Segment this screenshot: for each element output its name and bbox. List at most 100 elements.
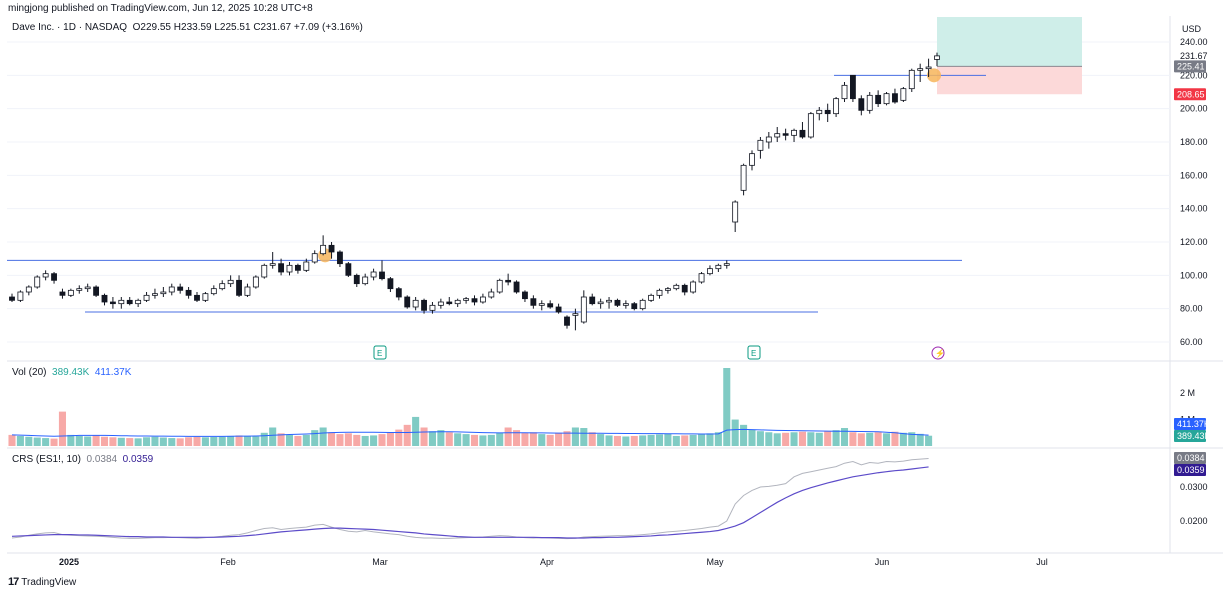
x-axis-label: Apr xyxy=(540,557,554,567)
candle-body-down xyxy=(126,299,133,305)
candle-body-up xyxy=(303,261,310,271)
candle-body-up xyxy=(25,286,32,293)
candle-body-up xyxy=(252,276,259,288)
tradingview-logo[interactable]: 17 TradingView xyxy=(8,576,76,588)
symbol-legend: Dave Inc. · 1D · NASDAQ O229.55 H233.59 … xyxy=(12,22,363,33)
candle xyxy=(152,288,158,299)
change-value: +7.09 (+3.16%) xyxy=(293,22,363,33)
price-tick-label: 140.00 xyxy=(1180,204,1208,214)
volume-bar xyxy=(33,437,41,446)
volume-bar xyxy=(50,438,58,446)
candle xyxy=(328,242,335,259)
volume-bar xyxy=(260,432,268,446)
volume-bar xyxy=(67,434,75,446)
candle xyxy=(757,137,764,159)
candle xyxy=(606,297,612,309)
volume-bar xyxy=(462,434,470,446)
event-marker xyxy=(373,345,387,360)
volume-label[interactable]: Vol (20) xyxy=(12,367,47,378)
candle xyxy=(471,295,478,306)
candle-body-down xyxy=(589,296,596,305)
x-axis-label: May xyxy=(706,557,724,567)
candle xyxy=(690,280,697,294)
candle xyxy=(101,293,108,306)
candle-body-up xyxy=(572,313,579,316)
price-tick-label: 220.00 xyxy=(1180,70,1208,80)
candle xyxy=(622,300,629,309)
volume-bar xyxy=(655,434,664,446)
candle xyxy=(698,272,705,284)
crs-ma-value: 0.0359 xyxy=(122,454,154,465)
candle xyxy=(505,273,512,286)
candle xyxy=(715,263,722,272)
volume-bar xyxy=(100,436,109,446)
volume-bar xyxy=(218,436,226,446)
volume-bar xyxy=(210,437,218,446)
candle xyxy=(437,298,444,309)
volume-bar xyxy=(849,432,857,446)
volume-bar xyxy=(134,438,142,446)
candle xyxy=(782,128,789,141)
candle xyxy=(160,287,167,297)
candle-body-up xyxy=(707,268,713,275)
candle xyxy=(345,262,352,277)
price-tick-label: 200.00 xyxy=(1180,104,1208,114)
candle xyxy=(749,150,755,171)
candle-body-up xyxy=(841,84,848,100)
volume-bar xyxy=(883,433,891,446)
price-tick-label: 180.00 xyxy=(1180,137,1208,147)
publisher-line: mingjong published on TradingView.com, J… xyxy=(8,3,313,14)
candle xyxy=(841,82,848,102)
candle-body-down xyxy=(513,281,520,293)
candle xyxy=(93,285,100,297)
crs-tick-label: 0.0200 xyxy=(1180,516,1208,526)
candle xyxy=(639,298,646,311)
candle xyxy=(774,127,781,142)
volume-bar xyxy=(159,437,167,446)
candle xyxy=(858,95,865,116)
candle xyxy=(807,112,814,139)
candle xyxy=(59,288,66,299)
candle-body-down xyxy=(379,271,385,280)
candle xyxy=(379,260,385,281)
volume-bar xyxy=(857,433,865,446)
volume-bar xyxy=(294,435,302,446)
crs-value: 0.0384 xyxy=(86,454,118,465)
candle-body-up xyxy=(463,298,470,301)
candle xyxy=(530,295,537,309)
crs-label[interactable]: CRS (ES1!, 10) xyxy=(12,454,81,465)
volume-bar xyxy=(243,435,251,446)
volume-bar xyxy=(445,432,453,446)
candle-body-down xyxy=(328,244,335,253)
symbol-name[interactable]: Dave Inc. xyxy=(12,22,55,33)
crs-ma-badge-text: 0.0359 xyxy=(1177,465,1205,475)
volume-bar xyxy=(420,427,428,446)
candle xyxy=(723,260,730,269)
crs-legend: CRS (ES1!, 10) 0.0384 0.0359 xyxy=(12,454,153,465)
price-tick-label: 80.00 xyxy=(1180,304,1203,314)
candle-body-down xyxy=(505,279,512,283)
candle xyxy=(25,285,32,296)
candle xyxy=(597,298,604,309)
candle xyxy=(547,300,554,309)
candle xyxy=(9,293,15,302)
candle xyxy=(454,298,461,307)
candle-body-down xyxy=(294,264,301,271)
volume-bar xyxy=(328,432,336,446)
volume-ma-value: 411.37K xyxy=(94,367,132,378)
candle-body-up xyxy=(606,299,612,303)
candle-body-up xyxy=(774,133,781,138)
candle-body-up xyxy=(496,279,503,293)
candle xyxy=(740,163,747,196)
candle xyxy=(143,292,150,302)
candle xyxy=(311,250,318,264)
candle xyxy=(395,287,402,301)
candle-body-up xyxy=(622,303,629,306)
candle-body-up xyxy=(244,286,251,296)
candle-body-up xyxy=(370,271,377,278)
candle xyxy=(168,283,175,296)
candle xyxy=(488,288,495,299)
volume-bar xyxy=(824,431,832,446)
candle-body-down xyxy=(278,263,285,273)
